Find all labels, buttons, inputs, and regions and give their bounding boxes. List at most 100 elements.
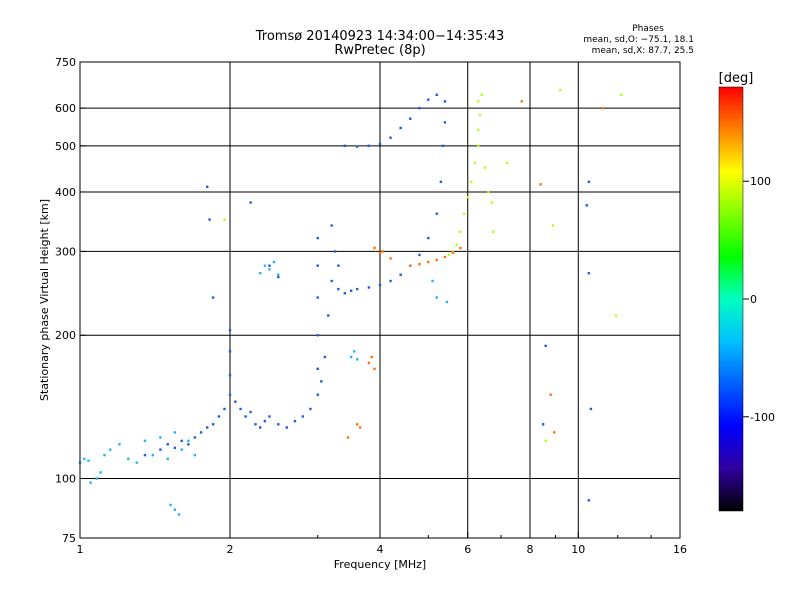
data-point [320,380,323,383]
x-tick-label: 10 [571,543,585,556]
data-point [435,258,438,262]
data-point [427,236,430,240]
data-point [180,439,183,443]
phase-box-title: Phases [632,24,664,34]
data-point [143,439,147,443]
data-point [409,264,412,267]
data-point [228,393,232,396]
data-point [127,457,130,461]
data-point [259,426,262,429]
y-tick-label: 600 [55,102,76,115]
data-point [447,253,451,257]
data-point [151,453,155,457]
data-point [268,415,271,418]
data-point [166,457,169,461]
x-tick-label: 8 [527,543,534,556]
data-point [211,423,215,426]
data-point [263,419,267,423]
data-point [539,183,542,186]
data-point [367,144,371,148]
data-point [89,481,92,484]
y-tick-label: 750 [55,56,76,69]
data-point [480,93,483,96]
x-axis-label: Frequency [MHz] [334,558,426,571]
data-point [620,93,623,96]
data-point [199,431,203,434]
data-point [589,407,593,411]
data-point [352,350,356,353]
phase-box-o-line: mean, sd,O: −75.1, 18.1 [583,35,694,45]
data-point [217,415,221,418]
data-point [459,246,462,250]
data-point [159,448,162,451]
y-axis: 75 100 200 300 400 500 600 750 [55,56,86,545]
chart-title: Tromsø 20140923 14:34:00−14:35:43 [255,29,505,44]
chart-subtitle: RwPretec (8p) [334,43,425,58]
data-point [478,113,482,117]
data-point [455,243,458,246]
data-point [373,246,376,250]
data-point [439,180,443,184]
data-point [418,106,421,110]
data-point [435,212,438,215]
data-point [327,314,330,317]
data-point [337,264,340,267]
data-point [316,334,319,337]
data-point [173,508,177,511]
data-point [473,161,477,165]
data-point [337,287,340,291]
x-tick-label: 16 [673,543,687,556]
data-point [355,145,359,148]
data-point [343,292,347,295]
data-point [505,161,509,165]
data-point [587,499,591,502]
data-point [427,260,430,264]
data-point [477,100,480,103]
data-point [330,224,333,227]
y-tick-label: 300 [55,245,76,258]
data-point [316,236,319,240]
data-point [435,93,438,96]
data-point [445,300,449,304]
data-point [83,457,86,461]
data-point [268,268,271,271]
y-tick-label: 100 [55,473,76,486]
data-point [285,426,288,429]
x-tick-label: 2 [227,543,234,556]
data-point [477,128,480,132]
data-point [355,423,359,426]
data-point [316,393,319,396]
colorbar-ticks: 100 0 -100 [743,175,775,424]
colorbar-tick-label: -100 [750,411,775,424]
data-point [553,431,556,434]
data-point [263,264,267,267]
y-tick-label: 400 [55,186,76,199]
colorbar-label: [deg] [719,71,754,86]
data-point [549,393,552,396]
colorbar-tick-label: 100 [750,175,771,188]
data-point [441,144,445,148]
data-point [193,436,197,439]
data-point [399,126,402,130]
data-point [431,279,434,283]
data-point [254,423,257,426]
data-point [587,272,591,275]
data-point [490,201,493,204]
data-point [614,314,618,317]
data-point [293,419,297,423]
data-point [223,218,226,221]
data-points [78,88,623,516]
data-point [520,100,523,103]
data-point [118,443,121,446]
data-point [367,286,371,289]
phase-box-x-line: mean, sd,X: 87.7, 25.5 [592,46,694,56]
data-point [587,180,591,184]
data-point [443,121,447,124]
x-axis: 1 2 4 6 8 10 16 [77,532,687,556]
data-point [316,264,319,267]
data-point [487,190,490,194]
data-point [143,453,147,457]
colorbar [718,86,744,512]
data-point [272,260,276,264]
data-point [223,407,226,411]
